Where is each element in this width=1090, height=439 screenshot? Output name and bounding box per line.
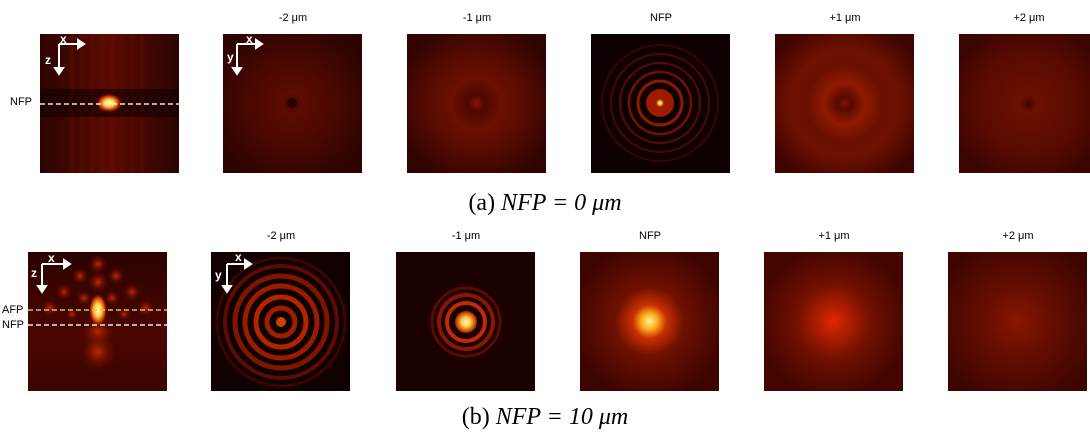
axis-x-label-b-xy: x [235,252,242,264]
caption-a-equation: NFP = 0 μm [501,190,622,216]
xy-psf-slice-b-minus1 [396,252,535,391]
slice-label-b-3: NFP [639,230,661,242]
axis-x-label-a-xy: x [246,34,253,46]
xy-psf-slice-b-minus2: x y [211,252,350,391]
caption-b-equation: NFP = 10 μm [495,404,629,430]
nfp-side-label-b: NFP [2,319,24,331]
caption-b-prefix: (b) [461,404,490,430]
axis-y-label-b-xy: y [215,268,222,282]
slice-label-b-4: +1 μm [818,230,850,242]
nfp-side-label-a: NFP [10,96,32,108]
slice-label-a-4: +1 μm [829,12,861,24]
xz-psf-image-b: x z [28,252,167,391]
xy-psf-slice-a-minus2: x y [223,34,362,173]
xy-psf-slice-a-plus2 [959,34,1090,173]
axis-x-label-a: x [60,34,67,46]
slice-label-a-3: NFP [650,12,672,24]
xy-psf-slice-b-plus1 [764,252,903,391]
slice-label-a-1: -2 μm [278,12,308,24]
axis-x-label-b: x [48,252,55,265]
axis-z-label-b: z [31,266,37,280]
caption-a: (a) NFP = 0 μm [0,190,1090,217]
xy-psf-slice-a-minus1 [407,34,546,173]
xz-psf-image-a: x z [40,34,179,173]
caption-b: (b) NFP = 10 μm [0,404,1090,431]
afp-side-label-b: AFP [2,304,24,316]
xy-psf-slice-b-plus2 [948,252,1087,391]
xy-psf-slice-a-nfp [591,34,730,173]
caption-a-prefix: (a) [468,190,496,216]
xy-psf-slice-a-plus1 [775,34,914,173]
slice-label-a-5: +2 μm [1013,12,1045,24]
slice-label-b-2: -1 μm [451,230,481,242]
axis-y-label-a-xy: y [227,50,234,64]
slice-label-a-2: -1 μm [462,12,492,24]
axis-z-label-a: z [45,53,51,67]
slice-label-b-1: -2 μm [266,230,296,242]
xy-psf-slice-b-nfp [580,252,719,391]
slice-label-b-5: +2 μm [1002,230,1034,242]
